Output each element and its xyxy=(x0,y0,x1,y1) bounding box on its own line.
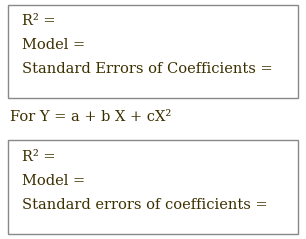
Text: Standard errors of coefficients =: Standard errors of coefficients = xyxy=(22,198,268,212)
Text: Standard Errors of Coefficients =: Standard Errors of Coefficients = xyxy=(22,62,273,76)
Text: Model =: Model = xyxy=(22,38,85,52)
Bar xyxy=(8,140,298,234)
Bar xyxy=(8,5,298,98)
Text: R² =: R² = xyxy=(22,14,55,28)
Text: For Y = a + b X + cX²: For Y = a + b X + cX² xyxy=(10,110,171,124)
Text: R² =: R² = xyxy=(22,150,55,164)
Text: Model =: Model = xyxy=(22,174,85,188)
